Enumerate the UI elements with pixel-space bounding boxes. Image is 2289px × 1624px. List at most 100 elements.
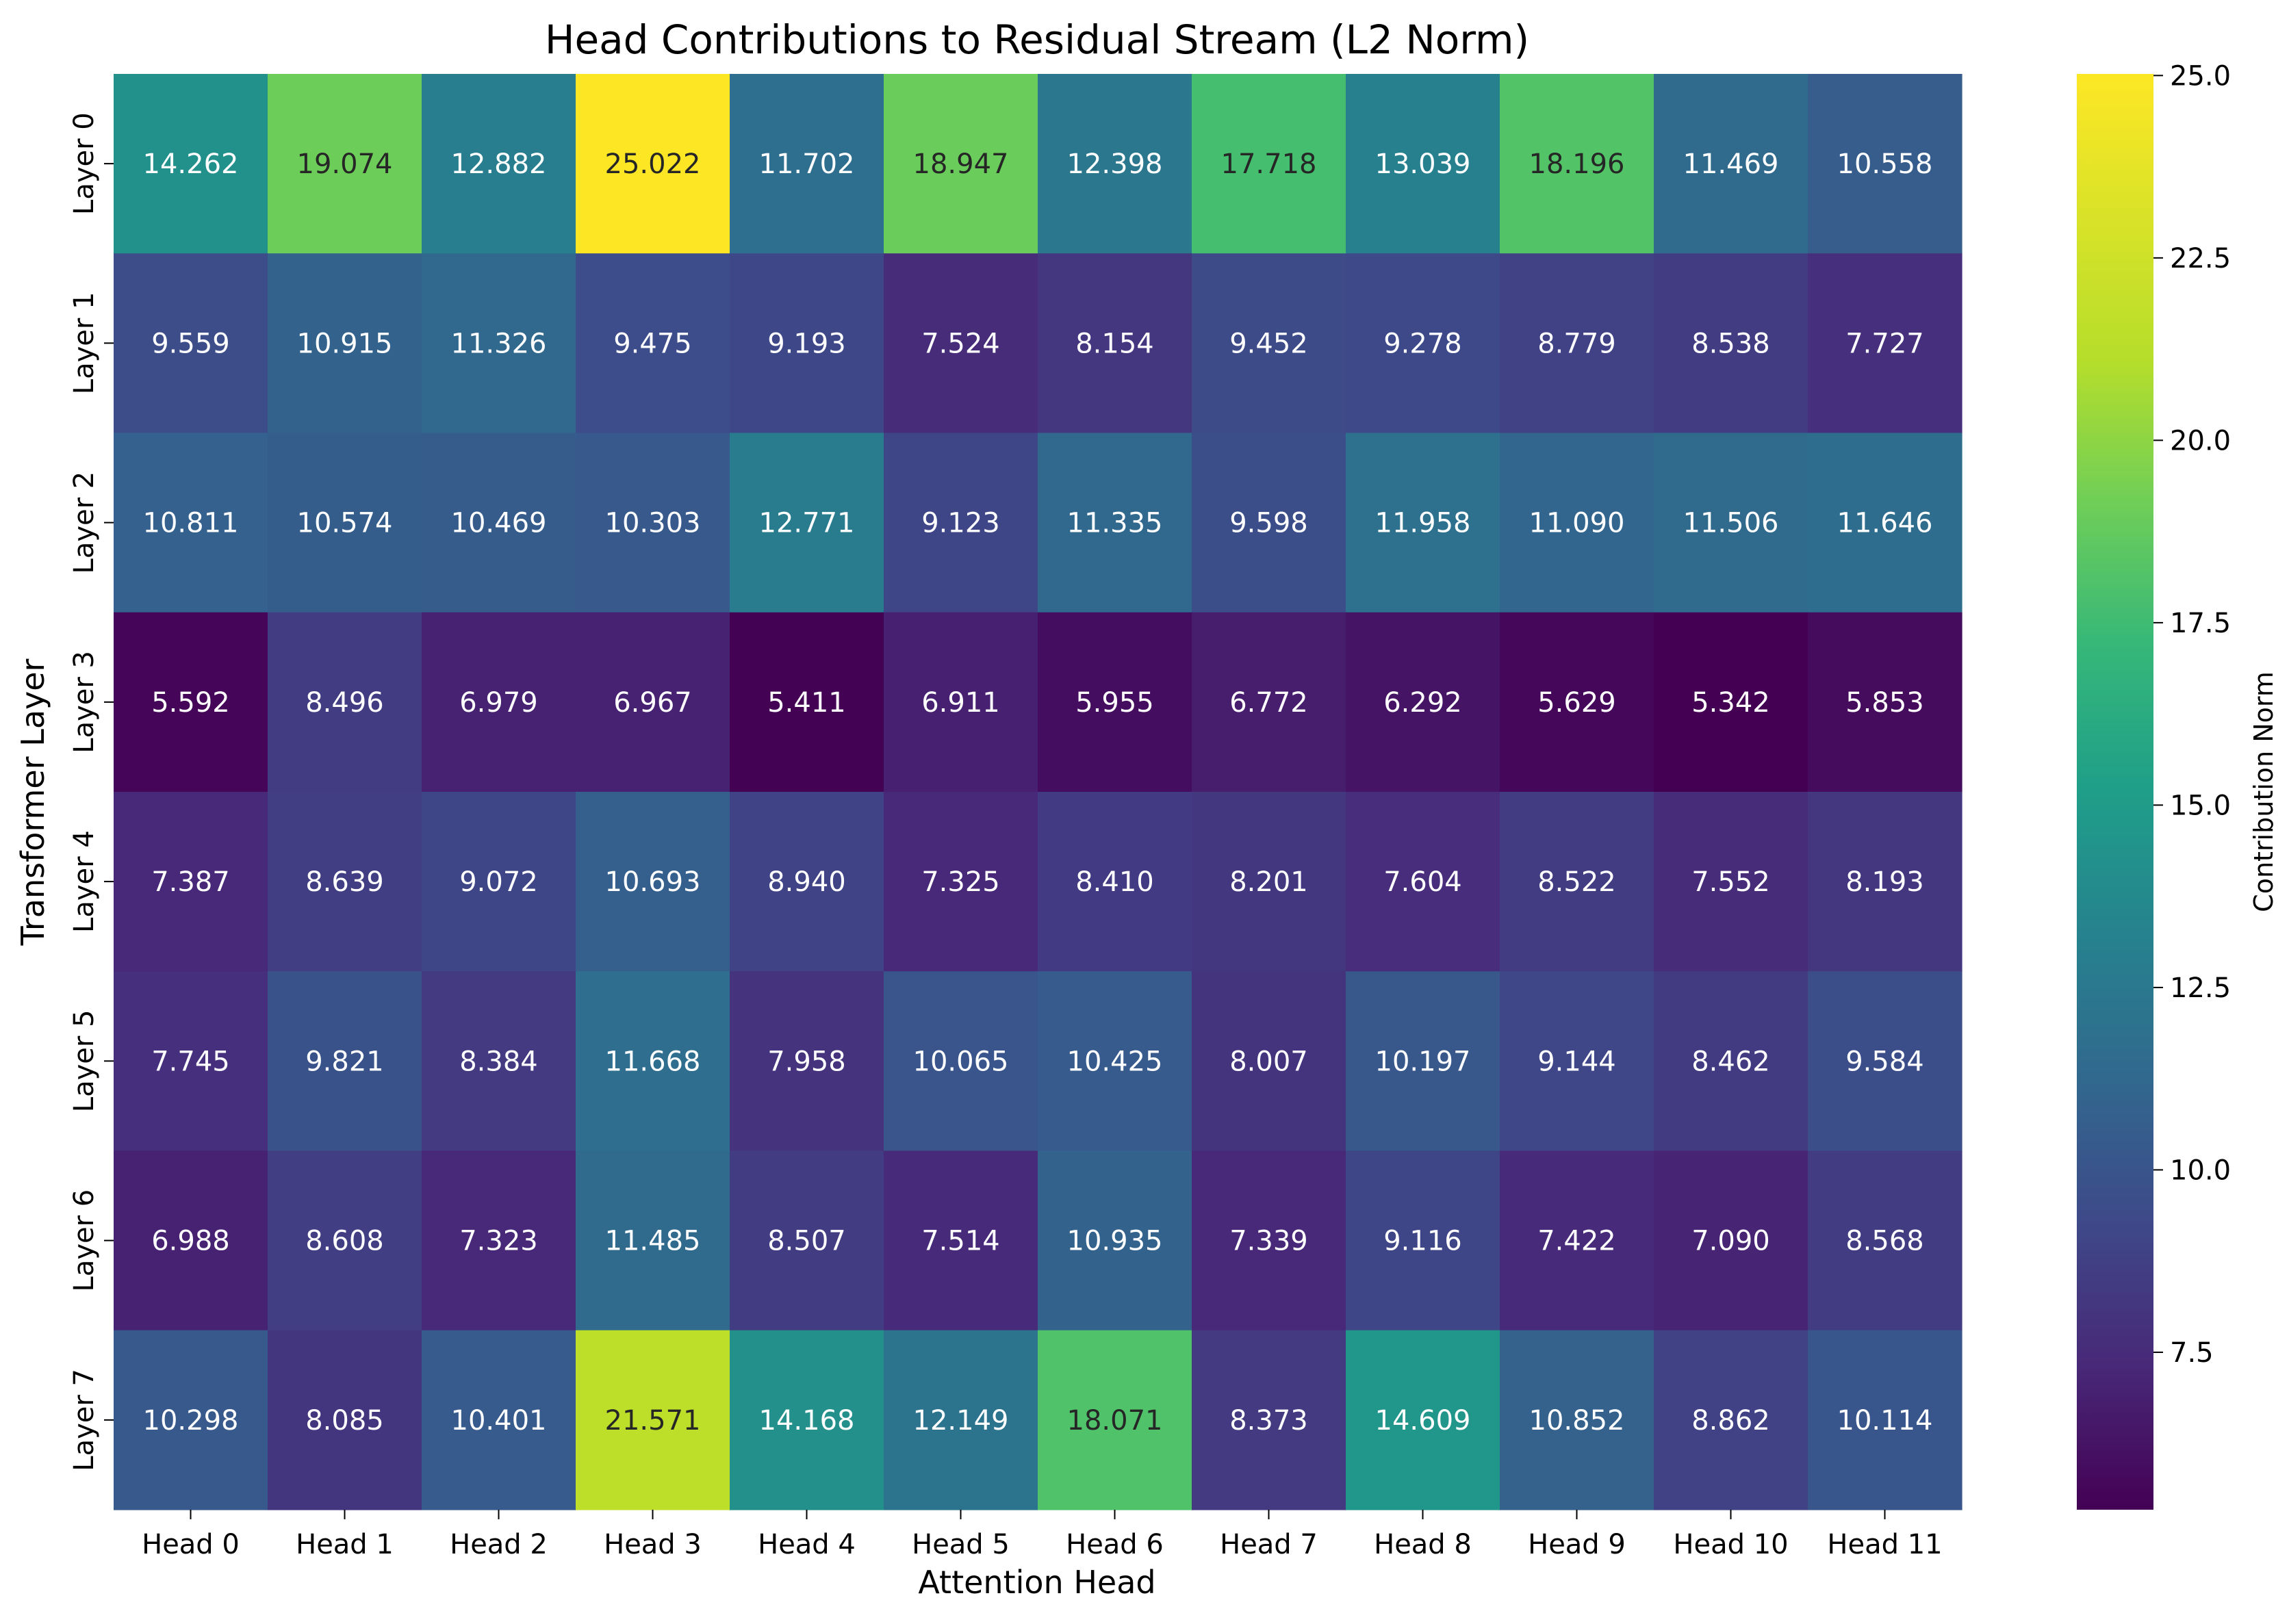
cell-value-label-r1-c11: 7.727 bbox=[1845, 328, 1924, 359]
cell-value-label-r6-c5: 7.514 bbox=[921, 1226, 1000, 1257]
cell-value-label-r1-c3: 9.475 bbox=[613, 328, 692, 359]
cell-value-label-r1-c7: 9.452 bbox=[1229, 328, 1308, 359]
heatmap-cell-r1-c11 bbox=[1808, 253, 1962, 434]
heatmap-cell-r5-c8 bbox=[1346, 971, 1500, 1152]
heatmap-cell-r0-c7 bbox=[1192, 74, 1346, 254]
cell-value-label-r6-c4: 8.507 bbox=[767, 1226, 846, 1257]
cell-value-label-r3-c7: 6.772 bbox=[1229, 687, 1308, 719]
cell-value-label-r6-c8: 9.116 bbox=[1383, 1226, 1462, 1257]
cell-value-label-r5-c6: 10.425 bbox=[1067, 1046, 1163, 1077]
colorbar-tick-label-2: 12.5 bbox=[2170, 972, 2231, 1004]
heatmap-cell-r7-c2 bbox=[422, 1330, 576, 1510]
cell-value-label-r2-c9: 11.090 bbox=[1529, 508, 1625, 539]
heatmap-cell-r6-c9 bbox=[1500, 1150, 1654, 1331]
cell-value-label-r4-c5: 7.325 bbox=[921, 866, 1000, 898]
heatmap-cell-r6-c1 bbox=[268, 1150, 422, 1331]
y-tick-label-6: Layer 6 bbox=[68, 1189, 100, 1292]
heatmap-cell-r1-c5 bbox=[884, 253, 1038, 434]
cell-value-label-r7-c4: 14.168 bbox=[759, 1405, 855, 1436]
heatmap-cell-r2-c11 bbox=[1808, 433, 1962, 613]
heatmap-cell-r7-c0 bbox=[114, 1330, 268, 1510]
cell-value-label-r7-c7: 8.373 bbox=[1229, 1405, 1308, 1436]
cell-value-label-r6-c0: 6.988 bbox=[151, 1226, 230, 1257]
heatmap-cell-r6-c11 bbox=[1808, 1150, 1962, 1331]
cell-value-label-r4-c3: 10.693 bbox=[605, 866, 701, 898]
cell-value-label-r2-c0: 10.811 bbox=[143, 508, 239, 539]
cell-value-label-r5-c0: 7.745 bbox=[151, 1046, 230, 1077]
heatmap-cell-r4-c5 bbox=[884, 792, 1038, 972]
cell-value-label-r0-c5: 18.947 bbox=[913, 149, 1009, 180]
heatmap-cell-r3-c6 bbox=[1038, 612, 1192, 792]
cell-value-label-r5-c2: 8.384 bbox=[459, 1046, 538, 1077]
cell-value-label-r3-c4: 5.411 bbox=[767, 687, 846, 719]
cell-value-label-r4-c11: 8.193 bbox=[1845, 866, 1924, 898]
colorbar bbox=[2077, 74, 2153, 1510]
heatmap-cell-r5-c7 bbox=[1192, 971, 1346, 1152]
colorbar-ticks: 7.5 10.0 12.5 15.0 17.5 20.0 22.5 25.0 bbox=[2153, 60, 2231, 1369]
heatmap-cell-r2-c4 bbox=[730, 433, 884, 613]
heatmap-cell-r2-c8 bbox=[1346, 433, 1500, 613]
colorbar-tick-label-7: 25.0 bbox=[2170, 60, 2231, 92]
cell-value-label-r2-c5: 9.123 bbox=[921, 508, 1000, 539]
cell-value-label-r1-c2: 11.326 bbox=[451, 328, 547, 359]
heatmap-cells: 14.262 19.074 12.882 25.022 11.702 18.947 12.3… bbox=[114, 74, 1962, 1510]
colorbar-tick-label-1: 10.0 bbox=[2170, 1155, 2231, 1186]
heatmap-cell-r0-c5 bbox=[884, 74, 1038, 254]
x-tick-label-1: Head 1 bbox=[296, 1529, 394, 1560]
x-tick-label-10: Head 10 bbox=[1673, 1529, 1788, 1560]
x-tick-label-11: Head 11 bbox=[1827, 1529, 1942, 1560]
heatmap-cell-r3-c10 bbox=[1654, 612, 1808, 792]
heatmap-cell-r4-c7 bbox=[1192, 792, 1346, 972]
cell-value-label-r7-c10: 8.862 bbox=[1691, 1405, 1770, 1436]
cell-value-label-r7-c2: 10.401 bbox=[451, 1405, 547, 1436]
y-tick-label-3: Layer 3 bbox=[68, 651, 100, 753]
heatmap-cell-r7-c8 bbox=[1346, 1330, 1500, 1510]
heatmap-cell-r7-c9 bbox=[1500, 1330, 1654, 1510]
heatmap-cell-r7-c10 bbox=[1654, 1330, 1808, 1510]
cell-value-label-r0-c0: 14.262 bbox=[143, 149, 239, 180]
heatmap-cell-r5-c9 bbox=[1500, 971, 1654, 1152]
heatmap-cell-r1-c6 bbox=[1038, 253, 1192, 434]
heatmap-cell-r0-c3 bbox=[576, 74, 730, 254]
cell-value-label-r5-c11: 9.584 bbox=[1845, 1046, 1924, 1077]
cell-value-label-r2-c1: 10.574 bbox=[297, 508, 393, 539]
cell-value-label-r5-c7: 8.007 bbox=[1229, 1046, 1308, 1077]
cell-value-label-r0-c7: 17.718 bbox=[1221, 149, 1317, 180]
heatmap-cell-r6-c4 bbox=[730, 1150, 884, 1331]
heatmap-cell-r4-c8 bbox=[1346, 792, 1500, 972]
heatmap-cell-r6-c8 bbox=[1346, 1150, 1500, 1331]
heatmap-cell-r2-c6 bbox=[1038, 433, 1192, 613]
cell-value-label-r7-c9: 10.852 bbox=[1529, 1405, 1625, 1436]
cell-value-label-r3-c2: 6.979 bbox=[459, 687, 538, 719]
heatmap-cell-r3-c5 bbox=[884, 612, 1038, 792]
cell-value-label-r1-c4: 9.193 bbox=[767, 328, 846, 359]
heatmap-cell-r7-c4 bbox=[730, 1330, 884, 1510]
cell-value-label-r6-c11: 8.568 bbox=[1845, 1226, 1924, 1257]
heatmap-cell-r4-c4 bbox=[730, 792, 884, 972]
heatmap-cell-r1-c4 bbox=[730, 253, 884, 434]
heatmap-cell-r0-c9 bbox=[1500, 74, 1654, 254]
heatmap-cell-r3-c2 bbox=[422, 612, 576, 792]
heatmap-cell-r3-c11 bbox=[1808, 612, 1962, 792]
cell-value-label-r5-c1: 9.821 bbox=[305, 1046, 384, 1077]
cell-value-label-r3-c11: 5.853 bbox=[1845, 687, 1924, 719]
heatmap-cell-r0-c8 bbox=[1346, 74, 1500, 254]
heatmap-cell-r0-c11 bbox=[1808, 74, 1962, 254]
heatmap-cell-r3-c4 bbox=[730, 612, 884, 792]
heatmap-cell-r5-c10 bbox=[1654, 971, 1808, 1152]
heatmap-cell-r6-c3 bbox=[576, 1150, 730, 1331]
cell-value-label-r0-c8: 13.039 bbox=[1375, 149, 1471, 180]
cell-value-label-r4-c7: 8.201 bbox=[1229, 866, 1308, 898]
heatmap-cell-r3-c1 bbox=[268, 612, 422, 792]
heatmap-cell-r6-c2 bbox=[422, 1150, 576, 1331]
cell-value-label-r4-c8: 7.604 bbox=[1383, 866, 1462, 898]
cell-value-label-r5-c9: 9.144 bbox=[1537, 1046, 1616, 1077]
heatmap-cell-r7-c11 bbox=[1808, 1330, 1962, 1510]
cell-value-label-r5-c8: 10.197 bbox=[1375, 1046, 1471, 1077]
x-tick-label-6: Head 6 bbox=[1066, 1529, 1164, 1560]
heatmap-cell-r3-c0 bbox=[114, 612, 268, 792]
cell-value-label-r5-c5: 10.065 bbox=[913, 1046, 1009, 1077]
cell-value-label-r6-c10: 7.090 bbox=[1691, 1226, 1770, 1257]
heatmap-cell-r1-c0 bbox=[114, 253, 268, 434]
